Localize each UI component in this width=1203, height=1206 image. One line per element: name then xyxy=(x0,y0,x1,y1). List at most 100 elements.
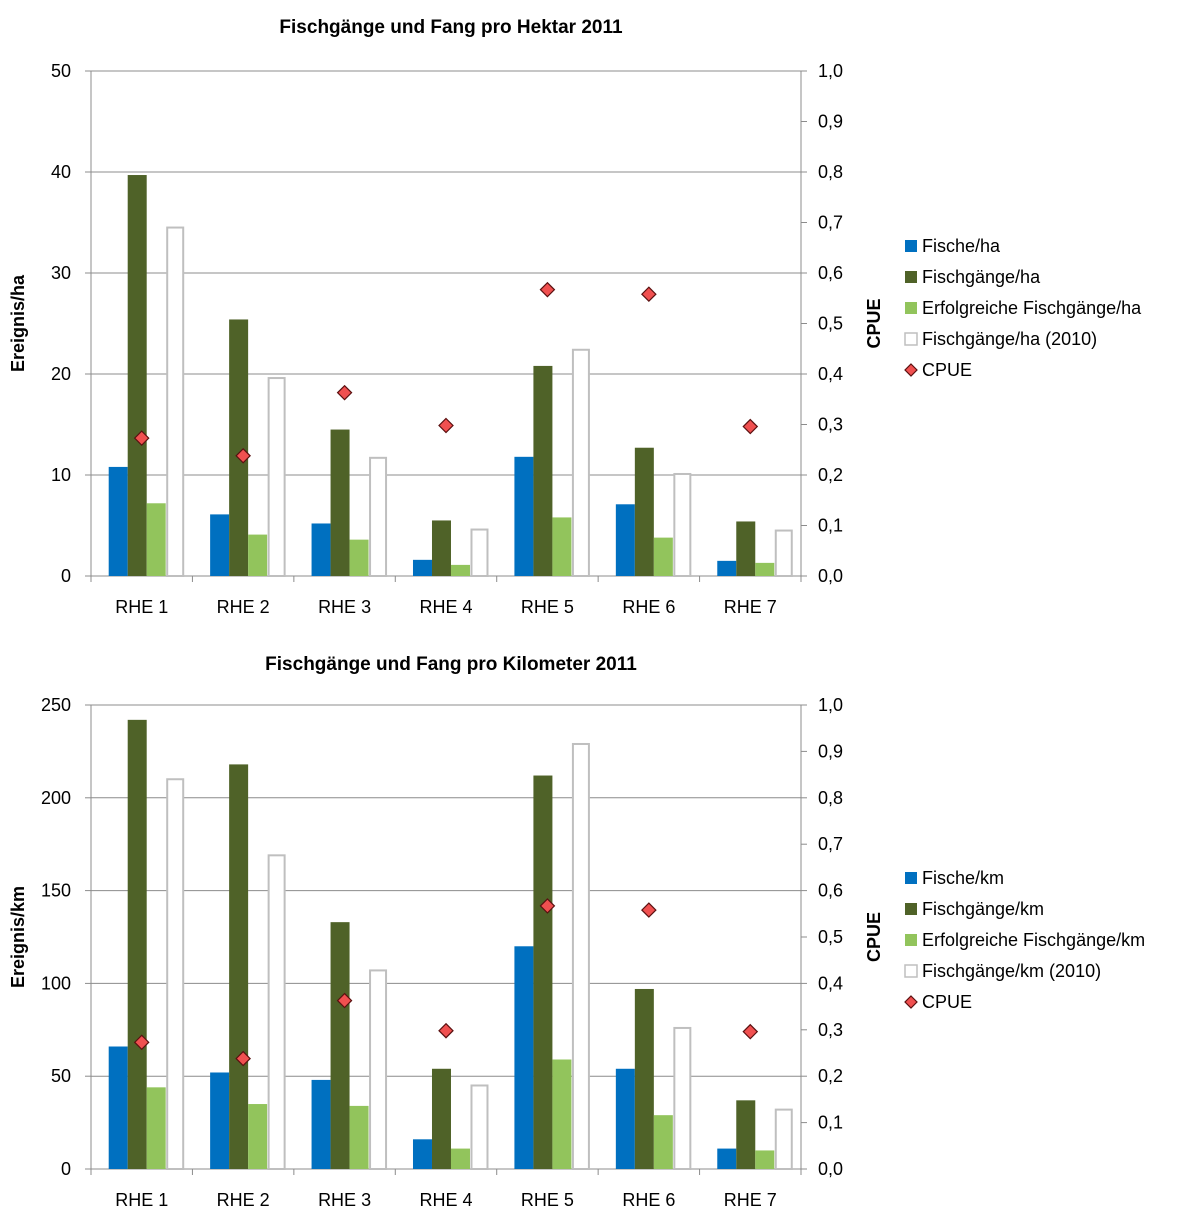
bar-Fischgänge/km (2010) xyxy=(774,1108,793,1171)
y2-tick-label: 0,8 xyxy=(818,162,843,182)
bar-Fischgänge/km xyxy=(229,764,249,1169)
bar-Fischgänge/ha (2010) xyxy=(369,456,388,577)
bar-Fischgänge/km xyxy=(634,988,654,1169)
bar-Erfolgreiche Fischgänge/ha xyxy=(146,503,166,576)
y-tick-label: 200 xyxy=(41,788,71,808)
bar-Fische/ha xyxy=(412,559,432,576)
cpue-marker xyxy=(235,447,251,464)
bar-Erfolgreiche Fischgänge/km xyxy=(248,1104,268,1169)
x-tick-label: RHE 1 xyxy=(115,597,168,617)
legend-marker-cpue xyxy=(904,363,918,377)
legend-swatch xyxy=(905,240,917,252)
y-tick-label: 0 xyxy=(61,1159,71,1179)
legend-label: Erfolgreiche Fischgänge/ha xyxy=(922,298,1142,318)
chart-title: Fischgänge und Fang pro Hektar 2011 xyxy=(279,17,623,38)
x-tick-label: RHE 7 xyxy=(724,597,777,617)
x-tick-label: RHE 4 xyxy=(419,597,472,617)
bar-Erfolgreiche Fischgänge/km xyxy=(450,1148,470,1169)
legend-label: Fische/km xyxy=(922,868,1004,888)
bar-Fischgänge/ha (2010) xyxy=(166,226,185,578)
bar-Fischgänge/ha xyxy=(431,520,451,576)
bar-Fische/km xyxy=(615,1068,635,1169)
legend-swatch xyxy=(905,903,917,915)
y2-tick-label: 0,5 xyxy=(818,927,843,947)
bar-Fischgänge/ha (2010) xyxy=(774,529,793,577)
y2-tick-label: 0,6 xyxy=(818,881,843,901)
cpue-marker xyxy=(641,286,657,303)
cpue-marker xyxy=(235,1050,251,1067)
chart-title: Fischgänge und Fang pro Kilometer 2011 xyxy=(265,654,637,675)
legend-swatch xyxy=(904,964,918,978)
y2-tick-label: 1,0 xyxy=(818,61,843,81)
legend-label: Erfolgreiche Fischgänge/km xyxy=(922,930,1145,950)
y-tick-label: 150 xyxy=(41,881,71,901)
legend-swatch xyxy=(904,332,918,346)
y2-tick-label: 0,3 xyxy=(818,415,843,435)
cpue-marker xyxy=(742,418,759,435)
y2-tick-label: 0,0 xyxy=(818,1159,843,1179)
cpue-marker xyxy=(641,902,657,918)
y2-tick-label: 0,2 xyxy=(818,465,843,485)
x-tick-label: RHE 3 xyxy=(318,597,371,617)
bar-Fischgänge/ha (2010) xyxy=(470,528,489,577)
bar-Fischgänge/km xyxy=(127,719,147,1169)
bar-Erfolgreiche Fischgänge/km xyxy=(349,1105,369,1169)
legend-label: CPUE xyxy=(922,992,972,1012)
bar-Fischgänge/km xyxy=(431,1068,451,1169)
y2-tick-label: 0,4 xyxy=(818,973,843,993)
bar-Fischgänge/ha (2010) xyxy=(267,377,286,578)
bar-Fische/km xyxy=(108,1046,128,1169)
bar-Fische/km xyxy=(717,1148,737,1169)
bar-Erfolgreiche Fischgänge/ha xyxy=(552,517,572,576)
y2-tick-label: 0,5 xyxy=(818,314,843,334)
x-tick-label: RHE 1 xyxy=(115,1190,168,1206)
x-tick-label: RHE 6 xyxy=(622,1190,675,1206)
bar-Erfolgreiche Fischgänge/ha xyxy=(450,564,470,576)
bar-Fischgänge/km (2010) xyxy=(470,1084,489,1170)
y2-tick-label: 0,0 xyxy=(818,566,843,586)
y2-tick-label: 0,7 xyxy=(818,213,843,233)
x-tick-label: RHE 7 xyxy=(724,1190,777,1206)
y2-tick-label: 0,4 xyxy=(818,364,843,384)
bar-Fische/ha xyxy=(717,560,737,576)
bar-Fischgänge/km (2010) xyxy=(571,742,590,1170)
legend-marker-cpue xyxy=(904,995,918,1009)
y-axis-title: Ereignis/ha xyxy=(8,274,28,372)
x-tick-label: RHE 2 xyxy=(217,1190,270,1206)
y2-tick-label: 0,8 xyxy=(818,788,843,808)
y2-tick-label: 0,2 xyxy=(818,1066,843,1086)
x-tick-label: RHE 6 xyxy=(622,597,675,617)
bar-Fische/ha xyxy=(108,466,128,576)
y2-axis-title: CPUE xyxy=(864,912,884,962)
bar-Erfolgreiche Fischgänge/ha xyxy=(248,534,268,576)
y2-tick-label: 0,1 xyxy=(818,1113,843,1133)
legend-swatch xyxy=(905,872,917,884)
legend-swatch xyxy=(905,302,917,314)
y-tick-label: 10 xyxy=(51,465,71,485)
bar-Fischgänge/ha xyxy=(533,365,553,576)
bar-Fischgänge/km xyxy=(736,1100,756,1169)
y2-axis-title: CPUE xyxy=(864,298,884,348)
bar-Fischgänge/km xyxy=(533,775,553,1169)
legend-label: Fischgänge/km (2010) xyxy=(922,961,1101,981)
y-tick-label: 50 xyxy=(51,61,71,81)
bar-Erfolgreiche Fischgänge/km xyxy=(146,1087,166,1169)
x-tick-label: RHE 3 xyxy=(318,1190,371,1206)
y-axis-title: Ereignis/km xyxy=(8,886,28,988)
bar-Fischgänge/ha (2010) xyxy=(571,348,590,578)
bar-Fischgänge/ha xyxy=(330,429,350,576)
bar-Fischgänge/ha xyxy=(229,319,249,576)
y-tick-label: 250 xyxy=(41,695,71,715)
bar-Fische/ha xyxy=(615,504,635,576)
legend-label: Fischgänge/km xyxy=(922,899,1044,919)
bar-Fischgänge/km xyxy=(330,922,350,1169)
bar-Fischgänge/km (2010) xyxy=(267,854,286,1170)
y-tick-label: 30 xyxy=(51,263,71,283)
cpue-marker xyxy=(438,417,454,434)
cpue-marker xyxy=(133,430,150,446)
bar-Erfolgreiche Fischgänge/ha xyxy=(349,539,369,576)
bar-Fische/km xyxy=(311,1079,331,1169)
bar-Fischgänge/km (2010) xyxy=(369,969,388,1171)
y-tick-label: 20 xyxy=(51,364,71,384)
x-tick-label: RHE 5 xyxy=(521,1190,574,1206)
